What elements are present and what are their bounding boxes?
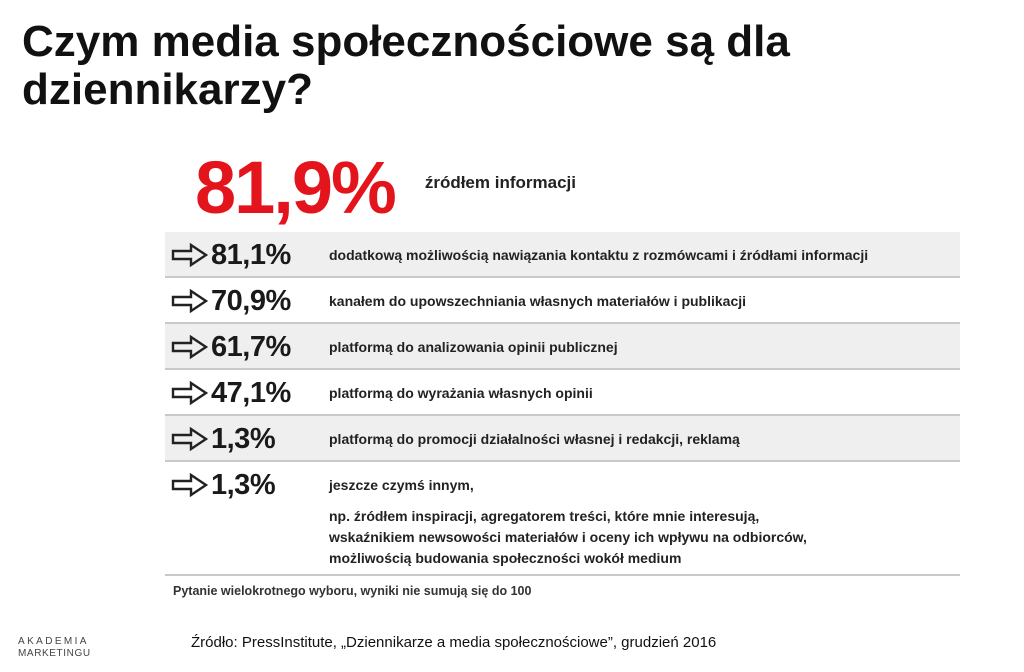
footnote: Pytanie wielokrotnego wyboru, wyniki nie…: [173, 584, 532, 598]
row-label: jeszcze czymś innym,: [329, 477, 474, 493]
page-title: Czym media społecznościowe są dla dzienn…: [22, 17, 790, 114]
headline-stat: 81,9% źródłem informacji: [195, 148, 576, 228]
infographic: 81,9% źródłem informacji 81,1% dodatkową …: [165, 140, 960, 620]
stat-row: 61,7% platformą do analizowania opinii pu…: [165, 324, 960, 370]
row-value: 1,3%: [211, 423, 276, 455]
row-note-line: wskaźnikiem newsowości materiałów i ocen…: [329, 529, 807, 545]
row-label: dodatkową możliwością nawiązania kontakt…: [329, 247, 869, 263]
row-value: 81,1%: [211, 239, 291, 271]
stat-row: 1,3% platformą do promocji działalności w…: [165, 416, 960, 462]
stat-row: 47,1% platformą do wyrażania własnych opi…: [165, 370, 960, 416]
row-value: 61,7%: [211, 331, 291, 363]
source-caption: Źródło: PressInstitute, „Dziennikarze a …: [191, 634, 717, 651]
row-note-line: np. źródłem inspiracji, agregatorem treś…: [329, 508, 760, 524]
row-label: platformą do wyrażania własnych opinii: [329, 385, 593, 401]
row-label: platformą do analizowania opinii publicz…: [329, 339, 618, 355]
headline-value: 81,9%: [195, 146, 397, 229]
row-label: kanałem do upowszechniania własnych mate…: [329, 293, 747, 309]
row-value: 70,9%: [211, 285, 291, 317]
logo-line-1: AKADEMIA: [18, 636, 89, 647]
stat-row: 70,9% kanałem do upowszechniania własnych…: [165, 278, 960, 324]
logo-line-2: MARKETINGU: [18, 648, 91, 659]
stat-row: 81,1% dodatkową możliwością nawiązania ko…: [165, 232, 960, 278]
headline-label: źródłem informacji: [424, 173, 576, 192]
row-text-block: jeszcze czymś innym, np. źródłem inspirac…: [329, 462, 807, 569]
row-value: 1,3%: [211, 469, 276, 501]
akademia-marketingu-logo: AKADEMIA MARKETINGU: [18, 636, 108, 666]
arrow-right-icon: [171, 334, 209, 360]
arrow-right-icon: [171, 380, 209, 406]
arrow-right-icon: [171, 426, 209, 452]
row-value: 47,1%: [211, 377, 291, 409]
arrow-right-icon: [171, 288, 209, 314]
arrow-right-icon: [171, 472, 209, 498]
row-note-line: możliwością budowania społeczności wokół…: [329, 550, 682, 566]
stat-rows: 81,1% dodatkową możliwością nawiązania ko…: [165, 232, 960, 576]
stat-row: 1,3% jeszcze czymś innym, np. źródłem insp…: [165, 462, 960, 576]
arrow-right-icon: [171, 242, 209, 268]
row-label: platformą do promocji działalności własn…: [329, 431, 740, 447]
